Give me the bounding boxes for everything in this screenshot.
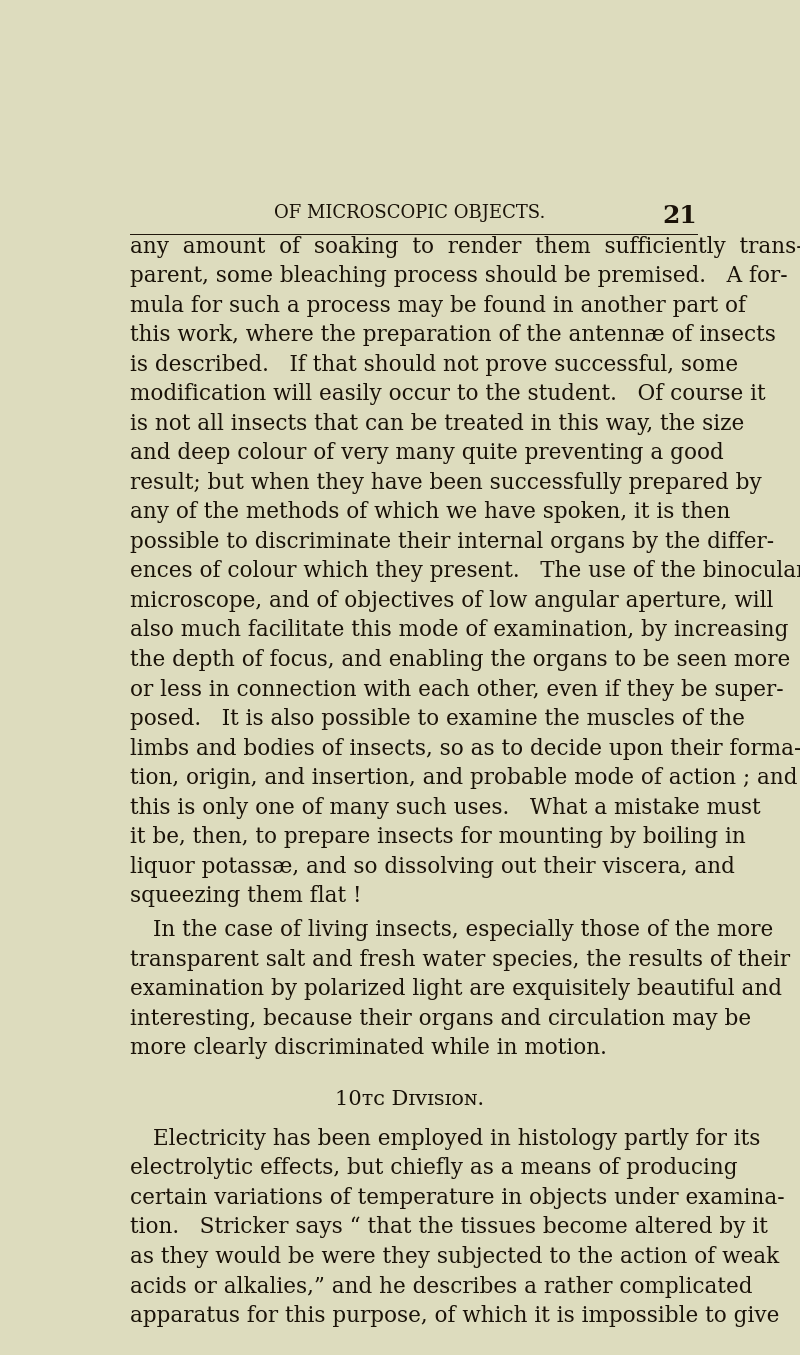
- Text: certain variations of temperature in objects under examina-: certain variations of temperature in obj…: [130, 1187, 784, 1209]
- Text: electrolytic effects, but chiefly as a means of producing: electrolytic effects, but chiefly as a m…: [130, 1157, 738, 1179]
- Text: more clearly discriminated while in motion.: more clearly discriminated while in moti…: [130, 1038, 606, 1060]
- Text: possible to discriminate their internal organs by the differ-: possible to discriminate their internal …: [130, 531, 774, 553]
- Text: also much facilitate this mode of examination, by increasing: also much facilitate this mode of examin…: [130, 619, 788, 641]
- Text: 10ᴛᴄ Dɪᴠɪѕɪᴏɴ.: 10ᴛᴄ Dɪᴠɪѕɪᴏɴ.: [335, 1089, 485, 1108]
- Text: examination by polarized light are exquisitely beautiful and: examination by polarized light are exqui…: [130, 978, 782, 1000]
- Text: interesting, because their organs and circulation may be: interesting, because their organs and ci…: [130, 1008, 751, 1030]
- Text: this work, where the preparation of the antennæ of insects: this work, where the preparation of the …: [130, 324, 776, 347]
- Text: modification will easily occur to the student.   Of course it: modification will easily occur to the st…: [130, 383, 766, 405]
- Text: limbs and bodies of insects, so as to decide upon their forma-: limbs and bodies of insects, so as to de…: [130, 737, 800, 760]
- Text: microscope, and of objectives of low angular aperture, will: microscope, and of objectives of low ang…: [130, 589, 773, 612]
- Text: transparent salt and fresh water species, the results of their: transparent salt and fresh water species…: [130, 948, 790, 970]
- Text: this is only one of many such uses.   What a mistake must: this is only one of many such uses. What…: [130, 797, 760, 818]
- Text: liquor potassæ, and so dissolving out their viscera, and: liquor potassæ, and so dissolving out th…: [130, 856, 734, 878]
- Text: any of the methods of which we have spoken, it is then: any of the methods of which we have spok…: [130, 501, 730, 523]
- Text: tion, origin, and insertion, and probable mode of action ; and: tion, origin, and insertion, and probabl…: [130, 767, 798, 789]
- Text: result; but when they have been successfully prepared by: result; but when they have been successf…: [130, 472, 762, 493]
- Text: 21: 21: [662, 205, 697, 229]
- Text: In the case of living insects, especially those of the more: In the case of living insects, especiall…: [154, 919, 774, 942]
- Text: it be, then, to prepare insects for mounting by boiling in: it be, then, to prepare insects for moun…: [130, 827, 746, 848]
- Text: squeezing them flat !: squeezing them flat !: [130, 885, 362, 908]
- Text: acids or alkalies,” and he describes a rather complicated: acids or alkalies,” and he describes a r…: [130, 1275, 752, 1298]
- Text: and deep colour of very many quite preventing a good: and deep colour of very many quite preve…: [130, 442, 723, 465]
- Text: mula for such a process may be found in another part of: mula for such a process may be found in …: [130, 294, 746, 317]
- Text: ences of colour which they present.   The use of the binocular: ences of colour which they present. The …: [130, 561, 800, 583]
- Text: as they would be were they subjected to the action of weak: as they would be were they subjected to …: [130, 1247, 779, 1268]
- Text: OF MICROSCOPIC OBJECTS.: OF MICROSCOPIC OBJECTS.: [274, 205, 546, 222]
- Text: parent, some bleaching process should be premised.   A for-: parent, some bleaching process should be…: [130, 266, 787, 287]
- Text: tion.   Stricker says “ that the tissues become altered by it: tion. Stricker says “ that the tissues b…: [130, 1217, 768, 1238]
- Text: Electricity has been employed in histology partly for its: Electricity has been employed in histolo…: [154, 1127, 761, 1150]
- Text: is not all insects that can be treated in this way, the size: is not all insects that can be treated i…: [130, 413, 744, 435]
- Text: or less in connection with each other, even if they be super-: or less in connection with each other, e…: [130, 679, 783, 701]
- Text: any  amount  of  soaking  to  render  them  sufficiently  trans-: any amount of soaking to render them suf…: [130, 236, 800, 257]
- Text: is described.   If that should not prove successful, some: is described. If that should not prove s…: [130, 354, 738, 375]
- Text: apparatus for this purpose, of which it is impossible to give: apparatus for this purpose, of which it …: [130, 1305, 779, 1327]
- Text: the depth of focus, and enabling the organs to be seen more: the depth of focus, and enabling the org…: [130, 649, 790, 671]
- Text: posed.   It is also possible to examine the muscles of the: posed. It is also possible to examine th…: [130, 709, 745, 730]
